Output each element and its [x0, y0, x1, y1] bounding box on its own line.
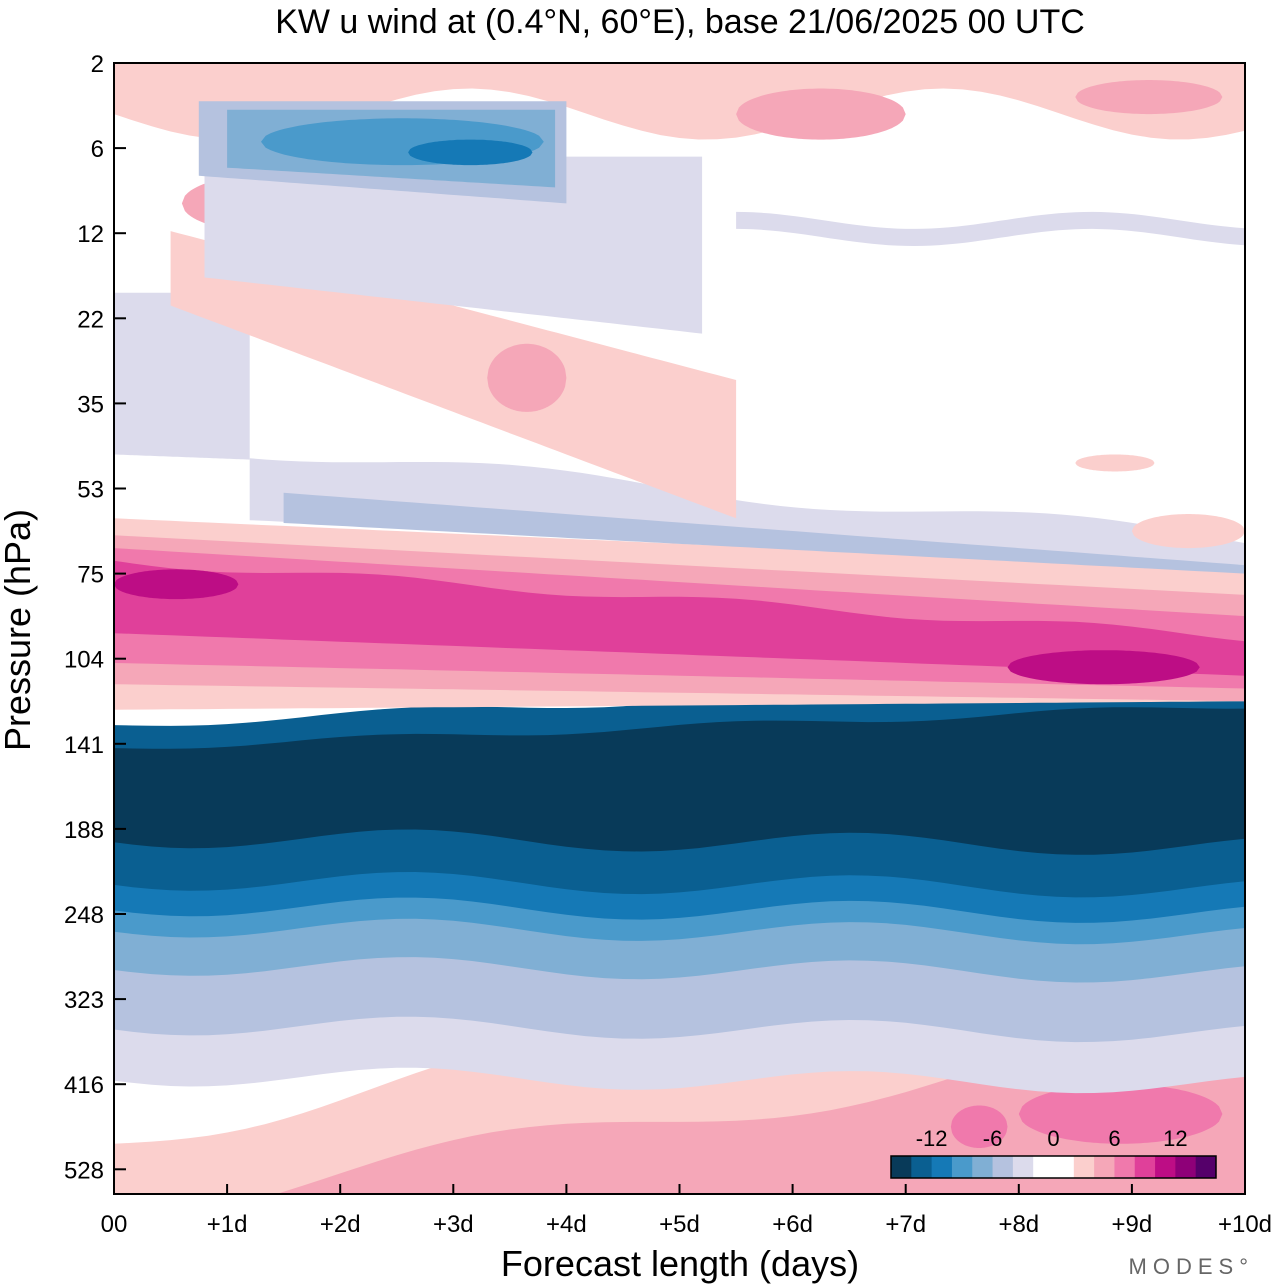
- y-tick-label: 12: [77, 221, 104, 248]
- colorbar-tick-label: -6: [983, 1126, 1003, 1151]
- colorbar-swatch: [931, 1156, 953, 1178]
- upper-westerly: [736, 88, 906, 140]
- x-tick-label: +5d: [659, 1211, 700, 1238]
- weak-easterly: [283, 492, 1245, 574]
- y-tick-label: 416: [64, 1072, 104, 1099]
- weak-easterly: [249, 458, 1245, 566]
- y-tick-label: 6: [91, 136, 104, 163]
- y-tick-label: 75: [77, 562, 104, 589]
- y-axis: 2 6 12 22 35 53 75 104 141 188 248 323 416 528: [64, 51, 126, 1184]
- colorbar-swatch: [911, 1156, 933, 1178]
- colorbar-swatch: [1155, 1156, 1176, 1178]
- y-tick-label: 22: [77, 306, 104, 333]
- plot-area: [114, 63, 1245, 1194]
- colorbar-swatch: [1114, 1156, 1136, 1178]
- colorbar-tick-label: 12: [1163, 1126, 1187, 1151]
- y-tick-label: 35: [77, 391, 104, 418]
- westerly-jet: [114, 560, 1245, 676]
- colorbar-frame: [890, 1155, 1217, 1179]
- y-tick-label: 53: [77, 477, 104, 504]
- x-tick-label: 00: [101, 1211, 128, 1238]
- westerly-band-lower: [276, 1015, 1245, 1194]
- colorbar-swatch: [1053, 1156, 1075, 1178]
- westerly-diagonal: [1075, 454, 1155, 472]
- colorbar: -12 -6 0 6 12: [890, 1126, 1217, 1179]
- easterly-core: [114, 707, 1245, 855]
- x-tick-label: +7d: [885, 1211, 926, 1238]
- colorbar-tick-label: 0: [1047, 1126, 1059, 1151]
- colorbar-swatch: [1073, 1156, 1095, 1178]
- colorbar-tick-label: -12: [916, 1126, 948, 1151]
- y-tick-label: 2: [91, 51, 104, 78]
- upper-easterly: [736, 211, 1245, 246]
- y-tick-label: 104: [64, 647, 104, 674]
- x-axis: 00 +1d +2d +3d +4d +5d +6d +7d +8d +9d +10d: [101, 1184, 1272, 1238]
- westerly-diagonal: [1131, 514, 1245, 549]
- weak-easterly: [114, 292, 250, 460]
- colorbar-swatch: [891, 1156, 912, 1178]
- y-axis-label: Pressure (hPa): [0, 509, 38, 751]
- colorbar-swatch: [951, 1156, 973, 1178]
- x-axis-label: Forecast length (days): [501, 1243, 859, 1284]
- westerly-diagonal: [487, 343, 567, 412]
- x-tick-label: +1d: [207, 1211, 248, 1238]
- x-tick-label: +9d: [1112, 1211, 1153, 1238]
- x-tick-label: +3d: [433, 1211, 474, 1238]
- westerly-band-lower: [950, 1105, 1008, 1148]
- colorbar-swatch: [1012, 1156, 1034, 1178]
- x-tick-label: +4d: [546, 1211, 587, 1238]
- y-tick-label: 528: [64, 1157, 104, 1184]
- y-tick-label: 323: [64, 987, 104, 1014]
- y-tick-label: 141: [64, 732, 104, 759]
- colorbar-swatch: [972, 1156, 994, 1178]
- colorbar-swatch: [1175, 1156, 1197, 1178]
- y-tick-label: 188: [64, 817, 104, 844]
- westerly-jet: [1007, 650, 1200, 685]
- colorbar-swatch: [1033, 1156, 1054, 1178]
- modes-logo: MODES°: [1129, 1254, 1254, 1279]
- upper-westerly: [114, 63, 1245, 140]
- x-tick-label: +2d: [320, 1211, 361, 1238]
- colorbar-swatch: [1094, 1156, 1115, 1178]
- westerly-jet: [114, 569, 239, 600]
- x-tick-label: +10d: [1218, 1211, 1272, 1238]
- y-tick-label: 248: [64, 902, 104, 929]
- colorbar-swatch: [1195, 1156, 1217, 1178]
- x-tick-label: +8d: [998, 1211, 1039, 1238]
- colorbar-swatch: [992, 1156, 1014, 1178]
- colorbar-swatch: [1134, 1156, 1156, 1178]
- westerly-band-lower: [1018, 1084, 1223, 1144]
- upper-easterly: [408, 139, 533, 166]
- westerly-diagonal: [170, 231, 737, 519]
- upper-easterly: [204, 156, 703, 334]
- chart-title: KW u wind at (0.4°N, 60°E), base 21/06/2…: [275, 3, 1085, 41]
- colorbar-tick-label: 6: [1108, 1126, 1120, 1151]
- upper-westerly: [1075, 80, 1223, 115]
- x-tick-label: +6d: [772, 1211, 813, 1238]
